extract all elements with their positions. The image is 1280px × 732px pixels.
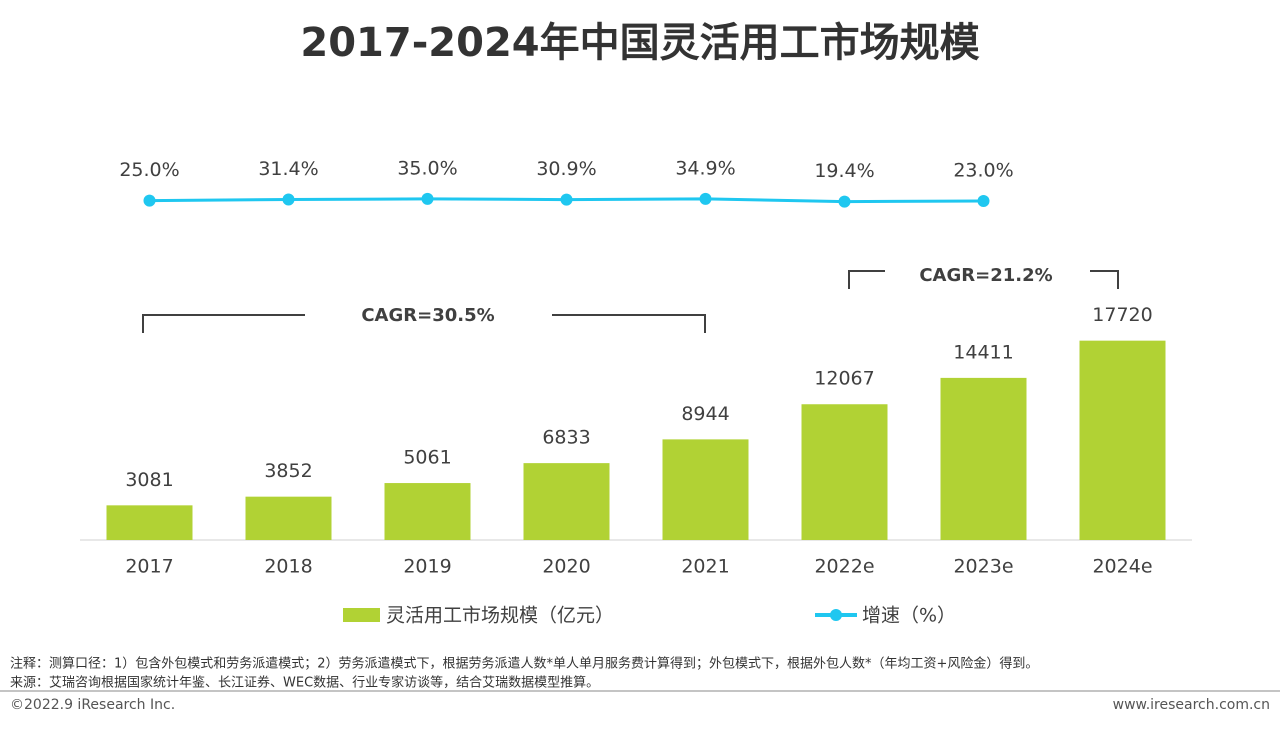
data-label: 31.4% bbox=[258, 158, 318, 180]
bar bbox=[940, 377, 1027, 540]
line-point bbox=[699, 192, 712, 205]
data-label: 5061 bbox=[403, 447, 451, 469]
bar bbox=[1079, 340, 1166, 540]
legend-label: 灵活用工市场规模（亿元） bbox=[386, 605, 614, 627]
bracket bbox=[552, 314, 706, 333]
line-point bbox=[282, 193, 295, 206]
data-label: 34.9% bbox=[675, 157, 735, 179]
bar bbox=[245, 496, 332, 540]
bar bbox=[106, 505, 193, 540]
annotation: CAGR=30.5% bbox=[361, 305, 494, 326]
bracket bbox=[848, 270, 885, 289]
data-label: 17720 bbox=[1092, 304, 1152, 326]
data-label: 19.4% bbox=[814, 160, 874, 182]
note: 来源：艾瑞咨询根据国家统计年鉴、长江证券、WEC数据、行业专家访谈等，结合艾瑞数… bbox=[10, 675, 599, 691]
line-point bbox=[838, 195, 851, 208]
legend-label: 增速（%） bbox=[862, 605, 956, 627]
data-label: 23.0% bbox=[953, 159, 1013, 181]
legend-swatch bbox=[830, 609, 842, 621]
data-label: 8944 bbox=[681, 403, 729, 425]
data-label: 3081 bbox=[125, 469, 173, 491]
chart-title: 2017-2024年中国灵活用工市场规模 bbox=[300, 20, 979, 66]
line-point bbox=[143, 194, 156, 207]
bar bbox=[384, 483, 471, 540]
legend-swatch bbox=[343, 608, 380, 622]
bracket bbox=[142, 314, 305, 333]
x-tick-label: 2018 bbox=[264, 556, 312, 578]
data-label: 6833 bbox=[542, 427, 590, 449]
data-label: 35.0% bbox=[397, 157, 457, 179]
x-tick-label: 2019 bbox=[403, 556, 451, 578]
x-tick-label: 2017 bbox=[125, 556, 173, 578]
data-label: 12067 bbox=[814, 368, 874, 390]
bar bbox=[523, 463, 610, 540]
line-point bbox=[560, 193, 573, 206]
footer: www.iresearch.com.cn bbox=[1113, 697, 1270, 713]
data-label: 3852 bbox=[264, 460, 312, 482]
annotation: CAGR=21.2% bbox=[919, 265, 1052, 286]
bracket bbox=[1090, 270, 1119, 289]
x-tick-label: 2022e bbox=[814, 556, 874, 578]
x-tick-label: 2020 bbox=[542, 556, 590, 578]
bar bbox=[801, 404, 888, 540]
data-label: 25.0% bbox=[119, 159, 179, 181]
line-point bbox=[977, 194, 990, 207]
line-point bbox=[421, 192, 434, 205]
x-tick-label: 2023e bbox=[953, 556, 1013, 578]
data-label: 30.9% bbox=[536, 158, 596, 180]
x-tick-label: 2024e bbox=[1092, 556, 1152, 578]
note: 注释：测算口径：1）包含外包模式和劳务派遣模式；2）劳务派遣模式下，根据劳务派遣… bbox=[10, 656, 1038, 672]
footer: ©2022.9 iResearch Inc. bbox=[10, 697, 175, 713]
data-label: 14411 bbox=[953, 341, 1013, 363]
x-tick-label: 2021 bbox=[681, 556, 729, 578]
bar bbox=[662, 439, 749, 540]
cagr-brackets bbox=[142, 270, 1119, 333]
